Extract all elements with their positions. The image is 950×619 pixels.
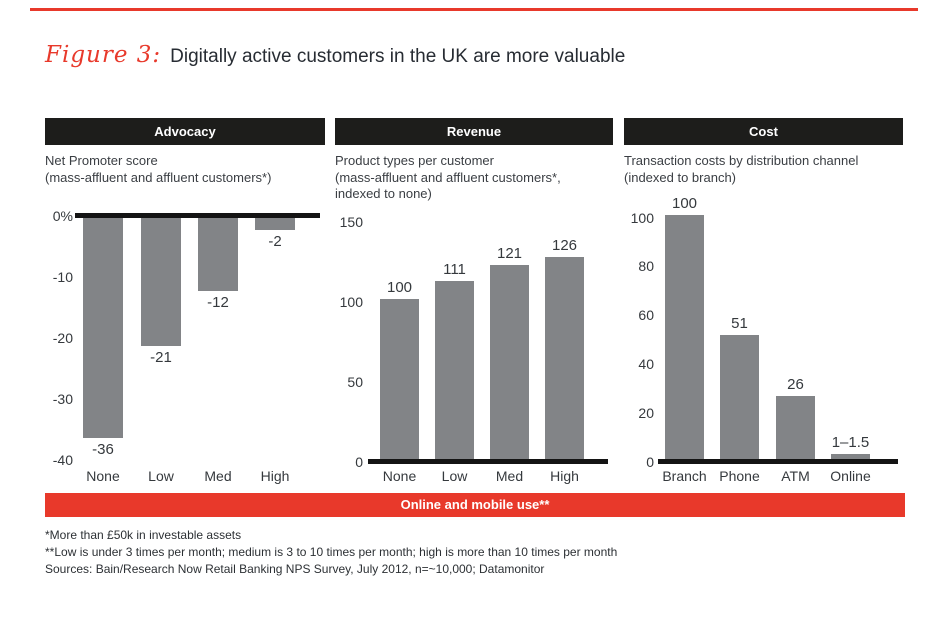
y-tick-label: 50 — [347, 373, 363, 390]
footnote-1: *More than £50k in investable assets — [45, 528, 242, 542]
panel-subtitle-advocacy: Net Promoter score (mass-affluent and af… — [45, 153, 272, 185]
bar — [198, 218, 238, 291]
panel-subtitle-revenue: Product types per customer (mass-affluen… — [335, 153, 561, 201]
footnote-sources: Sources: Bain/Research Now Retail Bankin… — [45, 562, 545, 576]
y-tick-label: -10 — [52, 268, 73, 285]
figure-title: Figure 3: Digitally active customers in … — [45, 42, 625, 68]
bar-value-label: 100 — [386, 279, 413, 296]
bar — [720, 335, 759, 459]
footnote-2: **Low is under 3 times per month; medium… — [45, 545, 618, 559]
bar-value-label: 126 — [551, 237, 578, 254]
bar-value-label: 26 — [787, 376, 804, 393]
y-tick-label: -40 — [52, 451, 73, 468]
bar-value-label: -36 — [92, 441, 114, 458]
bar — [545, 257, 584, 459]
panel-subtitle-cost: Transaction costs by distribution channe… — [624, 153, 859, 185]
bar-value-label: -2 — [268, 233, 282, 250]
x-category-label: Med — [495, 468, 524, 484]
bar-value-label: 121 — [496, 245, 523, 262]
bar — [831, 454, 870, 459]
y-tick-label: 80 — [638, 258, 654, 275]
y-tick-label: 40 — [638, 355, 654, 372]
bar — [776, 396, 815, 459]
x-category-label: Low — [441, 468, 468, 484]
x-category-label: High — [260, 468, 290, 484]
bar — [141, 218, 181, 346]
y-tick-label: 150 — [339, 213, 363, 230]
bar — [380, 299, 419, 459]
bar — [665, 215, 704, 459]
y-tick-label: 0 — [355, 453, 363, 470]
y-tick-label: 0 — [646, 453, 654, 470]
top-rule — [30, 8, 918, 11]
panel-advocacy: Advocacy Net Promoter score (mass-afflue… — [45, 118, 325, 488]
x-category-label: Phone — [719, 468, 760, 484]
bar-value-label: -21 — [150, 349, 172, 366]
y-tick-label: 60 — [638, 307, 654, 324]
x-category-label: Branch — [662, 468, 707, 484]
y-tick-label: 100 — [630, 209, 654, 226]
x-category-label: Online — [830, 468, 871, 484]
y-tick-label: -20 — [52, 329, 73, 346]
bottom-banner: Online and mobile use** — [45, 493, 905, 517]
bar-value-label: 111 — [443, 261, 466, 278]
footnotes: *More than £50k in investable assets **L… — [45, 527, 617, 578]
bar-value-label: 100 — [671, 195, 698, 212]
y-tick-label: 100 — [339, 293, 363, 310]
figure-title-text: Digitally active customers in the UK are… — [170, 46, 626, 67]
figure-number-label: Figure 3: — [45, 42, 162, 68]
panel-revenue: Revenue Product types per customer (mass… — [335, 118, 613, 488]
bar-value-label: -12 — [207, 294, 229, 311]
panel-header-advocacy: Advocacy — [45, 118, 325, 145]
x-category-label: None — [86, 468, 120, 484]
y-tick-label: 20 — [638, 404, 654, 421]
zero-line — [75, 213, 320, 218]
chart-advocacy: 0% -10 -20 -30 -40 -36 None -21 Low -12 Med -2 High — [45, 207, 325, 485]
x-category-label: ATM — [781, 468, 810, 484]
banner-label: Online and mobile use** — [400, 497, 550, 512]
bar — [255, 218, 295, 230]
bar — [435, 281, 474, 459]
x-category-label: High — [550, 468, 579, 484]
y-tick-label: 0% — [52, 207, 73, 224]
panel-header-cost: Cost — [624, 118, 903, 145]
panel-cost: Cost Transaction costs by distribution c… — [624, 118, 903, 488]
x-category-label: Med — [204, 468, 232, 484]
y-tick-label: -30 — [52, 390, 73, 407]
bar-value-label: 1–1.5 — [831, 434, 870, 451]
x-category-label: None — [382, 468, 417, 484]
bar-value-label: 51 — [731, 315, 748, 332]
chart-revenue: 150 100 50 0 100 None 111 Low 121 Med 126 High — [335, 210, 613, 485]
baseline — [368, 459, 608, 464]
panel-header-revenue: Revenue — [335, 118, 613, 145]
x-category-label: Low — [148, 468, 174, 484]
bar — [490, 265, 529, 459]
baseline — [658, 459, 898, 464]
bar — [83, 218, 123, 438]
chart-cost: 100 80 60 40 20 0 100 Branch 51 Phone 26 ATM 1–1.5 On… — [624, 195, 903, 485]
